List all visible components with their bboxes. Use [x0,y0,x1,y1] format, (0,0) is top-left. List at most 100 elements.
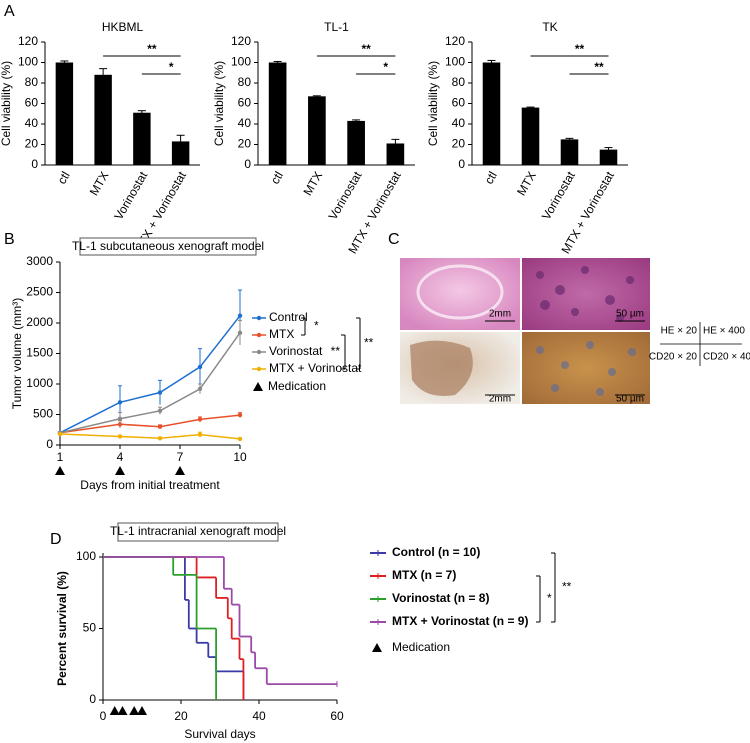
panel-label: C [388,231,400,248]
medication-marker [117,706,128,715]
y-tick-label: 60 [25,96,39,110]
image-key: HE × 20 HE × 400 CD20 × 20 CD20 × 400 [649,322,750,366]
marker [117,400,123,405]
significance-label: ** [562,580,572,594]
marker [157,408,163,414]
x-tick-label: MTX [514,169,539,198]
x-tick-label: 20 [174,709,188,723]
x-tick-label: 10 [233,450,247,464]
medication-marker [137,706,147,715]
y-tick-label: 120 [445,34,465,48]
y-tick-label: 500 [33,407,53,421]
image-cd20-400 [522,332,650,404]
significance-label: ** [364,336,374,350]
y-tick-label: 2000 [26,315,53,329]
scale-label: 50 µm [616,394,644,405]
bar [55,62,74,165]
marker [237,436,243,442]
y-tick-label: 1000 [26,376,53,390]
x-tick-label: Vorinostat [539,169,578,223]
chart-title: TL-1 [324,20,349,34]
y-tick-label: 20 [452,137,466,151]
medication-marker [55,466,65,475]
x-tick-label: Vorinostat [326,169,365,223]
x-tick-label: MTX [87,169,112,198]
x-tick-label: MTX [300,169,325,198]
y-tick-label: 0 [244,157,251,171]
y-tick-label: 0 [89,692,96,706]
y-tick-label: 100 [231,55,251,69]
y-tick-label: 120 [231,34,251,48]
medication-marker [109,706,120,715]
y-tick-label: 80 [452,75,466,89]
medication-marker [129,706,140,715]
x-axis-label: Days from initial treatment [80,478,220,492]
significance-label: * [314,319,319,333]
tissue-outline [416,264,504,320]
x-tick-label: ctl [55,169,73,186]
y-tick-label: 0 [46,437,53,451]
scale-label: 50 µm [616,309,644,320]
y-tick-label: 40 [25,116,39,130]
significance-label: ** [575,42,585,56]
y-tick-label: 0 [31,157,38,171]
legend-label: Control (n = 10) [392,545,480,559]
marker [237,412,243,418]
medication-marker [115,466,125,475]
y-tick-label: 60 [238,96,252,110]
title-box [117,522,279,542]
x-tick-label: 40 [252,709,266,723]
y-tick-label: 100 [76,549,96,563]
y-tick-label: 1500 [26,346,53,360]
title-box [79,237,257,256]
legend-label: Medication [392,640,450,654]
marker [197,417,203,422]
marker [117,434,123,439]
bar [521,107,540,165]
legend-label: MTX + Vorinostat [269,361,362,375]
significance-label: * [169,60,174,74]
x-axis-label: Survival days [184,727,255,741]
x-tick-label: ctl [482,169,500,186]
stained-tissue [410,340,473,396]
series-line [59,315,241,434]
key-label: CD20 × 400 [703,352,750,363]
chart-title: HKBML [102,20,144,34]
y-tick-label: 40 [238,116,252,130]
marker [197,364,203,370]
legend-marker [256,315,262,321]
y-axis-label: Percent survival (%) [55,571,69,686]
y-tick-label: 2500 [26,285,53,299]
y-axis-label: Tumor volume (mm³) [10,298,24,410]
legend-medication-marker [253,382,263,391]
legend-medication-marker [372,643,382,652]
panel-label: D [50,531,62,548]
cells [536,266,634,322]
scale-label: 2mm [489,309,511,320]
marker [157,390,163,395]
legend-label: Vorinostat (n = 8) [392,591,489,605]
y-axis-label: Cell viability (%) [426,61,440,146]
x-tick-label: 1 [57,450,64,464]
scale-label: 2mm [489,394,511,405]
y-tick-label: 3000 [26,254,53,268]
legend-label: MTX + Vorinostat (n = 9) [392,614,528,628]
marker [117,416,123,421]
legend-marker [256,332,262,338]
bar [386,143,405,165]
marker [57,431,63,437]
y-tick-label: 20 [25,137,39,151]
marker [157,424,163,429]
significance-label: ** [594,60,604,74]
bar [482,62,501,165]
y-axis-label: Cell viability (%) [212,61,226,146]
bar [308,96,326,165]
significance-label: * [383,60,388,74]
chart-title: TL-1 subcutaneous xenograft model [72,239,264,253]
x-tick-label: Vorinostat [111,169,150,223]
y-tick-label: 20 [238,137,252,151]
legend-marker [256,349,262,355]
y-tick-label: 40 [452,116,466,130]
y-tick-label: 120 [18,34,38,48]
